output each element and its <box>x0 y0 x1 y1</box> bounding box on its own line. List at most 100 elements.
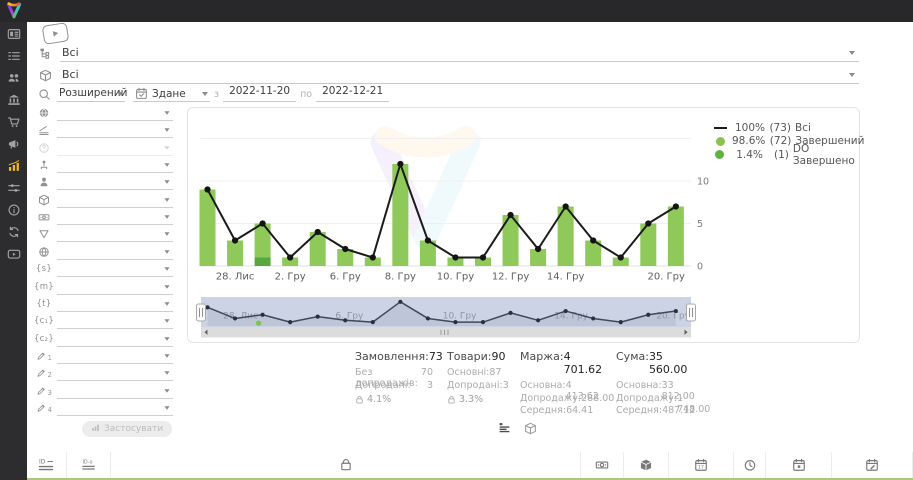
table-header-cell-clock[interactable] <box>734 452 766 478</box>
ruler-select[interactable] <box>57 122 173 139</box>
braces-t-select[interactable] <box>57 296 173 312</box>
sidebar-item-chart-icon[interactable] <box>0 155 27 177</box>
sidebar-item-sliders-icon[interactable] <box>0 177 27 199</box>
bar-do-completed[interactable] <box>254 257 271 267</box>
date-from-input[interactable]: 2022-11-20 <box>223 84 297 102</box>
table-header-cell-id-o[interactable]: ID-o <box>67 452 111 478</box>
navigator-label: 14. Гру <box>554 312 588 322</box>
table-header-cell-calendar-edit[interactable] <box>832 452 913 478</box>
bar-completed[interactable] <box>392 164 409 266</box>
bar-completed[interactable] <box>337 249 354 266</box>
product-select[interactable]: Всі <box>60 66 859 84</box>
table-header-cell-bag[interactable] <box>111 452 581 478</box>
line-point[interactable] <box>535 245 542 253</box>
table-header-cell-cube-solid[interactable] <box>624 452 669 478</box>
navigator-handle-left[interactable] <box>196 303 206 322</box>
line-point[interactable] <box>452 254 459 261</box>
pencil-2-select[interactable] <box>57 365 173 382</box>
sidebar-item-cart-icon[interactable] <box>0 111 27 133</box>
table-header-cell-calendar-box[interactable] <box>766 452 832 478</box>
line-point[interactable] <box>424 237 431 244</box>
line-point[interactable] <box>507 211 514 219</box>
sidebar-item-kanban-icon[interactable] <box>0 23 27 45</box>
line-point[interactable] <box>672 203 679 210</box>
braces-m-select[interactable] <box>57 279 173 295</box>
bar-completed[interactable] <box>447 257 464 267</box>
table-header-cell-id-lines[interactable]: ID <box>27 452 67 478</box>
org-person-select[interactable] <box>57 157 173 174</box>
date-field-select[interactable]: Здане <box>133 86 210 102</box>
bar-completed[interactable] <box>419 240 436 267</box>
funnel-select[interactable] <box>57 226 173 243</box>
line-point[interactable] <box>479 254 487 261</box>
line-point[interactable] <box>645 220 652 227</box>
bar-completed[interactable] <box>502 215 519 266</box>
sidebar-item-sync-icon[interactable] <box>0 221 27 243</box>
stat-sub-row: Допродані: 3 <box>447 379 509 391</box>
line-point[interactable] <box>562 203 569 210</box>
bar-completed[interactable] <box>282 257 299 267</box>
navigator-track[interactable] <box>201 297 691 327</box>
scroll-left-arrow[interactable] <box>204 329 208 335</box>
line-point[interactable] <box>204 186 211 193</box>
globe-grid-select[interactable] <box>57 244 173 260</box>
cube-select[interactable] <box>57 192 173 208</box>
pencil-4-select[interactable] <box>57 400 173 416</box>
bar-completed[interactable] <box>667 206 684 267</box>
line-point[interactable] <box>259 220 266 227</box>
line-point[interactable] <box>287 254 294 261</box>
sidebar-item-list-icon[interactable] <box>0 45 27 67</box>
globe-solid-select[interactable] <box>57 105 173 121</box>
chevron-down-icon <box>164 180 170 185</box>
scroll-right-arrow[interactable] <box>684 329 688 335</box>
table-header-cell-calendar-17[interactable]: 17 <box>669 452 734 478</box>
search-mode-select[interactable]: Розширений <box>57 86 127 102</box>
banknote-select[interactable] <box>57 209 173 226</box>
pencil-3-select[interactable] <box>57 383 173 399</box>
bar-completed[interactable] <box>612 257 629 267</box>
bar-completed[interactable] <box>557 206 574 267</box>
legend-item-3[interactable]: 1.4% (1) DO Завершено <box>712 143 864 167</box>
chevron-down-icon <box>164 284 170 289</box>
line-point[interactable] <box>314 228 321 236</box>
braces-c1-select[interactable] <box>57 313 173 330</box>
sidebar-item-info-icon[interactable] <box>0 199 27 221</box>
sidebar-item-megaphone-icon[interactable] <box>0 133 27 155</box>
braces-s-select[interactable] <box>57 261 173 278</box>
line-point[interactable] <box>397 160 404 168</box>
apply-filters-button[interactable]: Застосувати <box>82 421 173 437</box>
brand-logo-icon[interactable] <box>4 0 25 21</box>
bar-completed[interactable] <box>227 240 244 267</box>
line-point[interactable] <box>342 245 349 253</box>
legend-item-1[interactable]: 100% (73) Всі <box>712 121 864 135</box>
legend-item-2[interactable]: 98.6% (72) Завершений <box>712 135 864 149</box>
navigator-handle-right[interactable] <box>686 303 696 322</box>
sidebar-item-users-icon[interactable] <box>0 67 27 89</box>
person-select[interactable] <box>57 174 173 191</box>
category-select[interactable]: Всі <box>60 44 859 62</box>
chevron-down-icon <box>164 371 170 375</box>
line-point[interactable] <box>617 254 624 261</box>
products-view-toggle[interactable] <box>524 422 537 435</box>
sidebar-item-building-icon[interactable] <box>0 89 27 111</box>
line-point[interactable] <box>231 237 239 244</box>
bar-completed[interactable] <box>530 249 547 266</box>
chart-scrollbar[interactable] <box>201 327 691 338</box>
sidebar-item-video-icon[interactable] <box>0 243 27 265</box>
bar-completed[interactable] <box>475 257 491 267</box>
orders-view-toggle[interactable] <box>498 421 511 434</box>
line-point[interactable] <box>369 254 376 261</box>
bar-completed[interactable] <box>585 240 602 267</box>
line-point[interactable] <box>590 237 597 244</box>
table-header-cell-money[interactable] <box>581 452 624 478</box>
braces-c2-select[interactable] <box>57 331 173 347</box>
bar-completed[interactable] <box>254 223 271 258</box>
navigator-point <box>563 308 568 314</box>
bar-completed[interactable] <box>199 189 216 267</box>
bar-completed[interactable] <box>364 257 381 267</box>
pencil-1-select[interactable] <box>57 348 173 364</box>
date-to-input[interactable]: 2022-12-21 <box>316 84 390 102</box>
bar-completed[interactable] <box>640 223 657 267</box>
bar-completed[interactable] <box>309 232 326 266</box>
video-tutorial-button[interactable] <box>41 22 70 45</box>
